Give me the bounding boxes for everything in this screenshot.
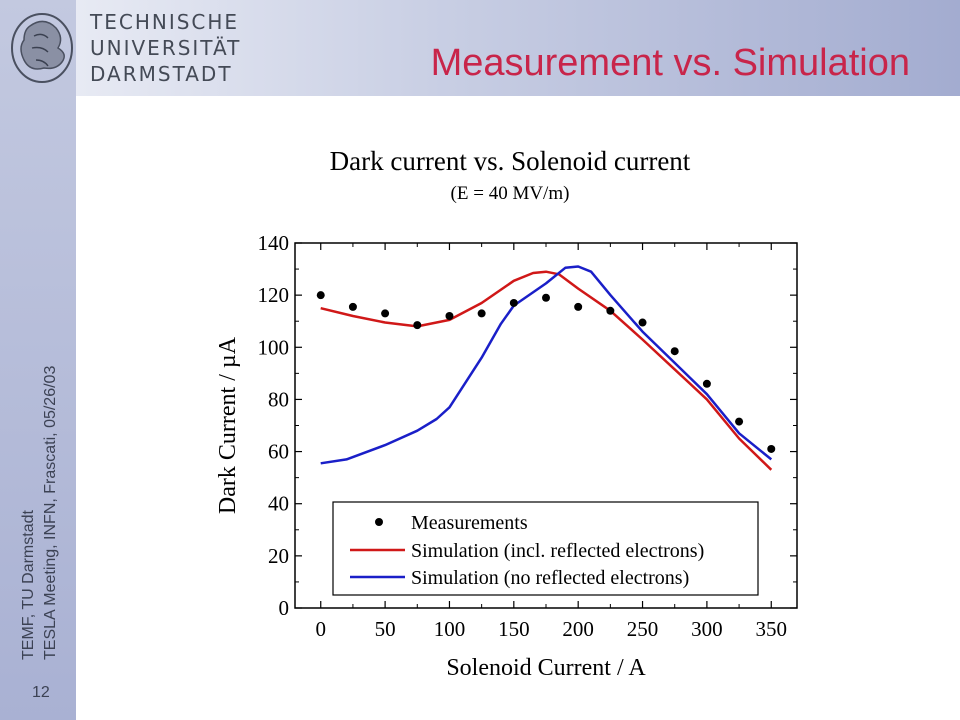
university-name-line-2: UNIVERSITÄT xyxy=(90,36,242,60)
chart-title: Dark current vs. Solenoid current xyxy=(329,146,691,176)
legend-label: Simulation (no reflected electrons) xyxy=(411,567,689,589)
series-line-1 xyxy=(320,270,773,471)
x-tick-label: 0 xyxy=(315,617,326,641)
university-name-line-1: TECHNISCHE xyxy=(90,10,240,34)
y-tick-label: 0 xyxy=(279,596,290,620)
x-tick-label: 250 xyxy=(627,617,659,641)
sidebar-band xyxy=(0,0,76,720)
series-line-2 xyxy=(320,265,773,465)
y-tick-label: 120 xyxy=(258,283,290,307)
measurement-point xyxy=(638,318,647,327)
x-tick-label: 100 xyxy=(434,617,466,641)
measurement-point xyxy=(606,306,615,315)
x-tick-label: 350 xyxy=(756,617,788,641)
measurement-point xyxy=(509,298,518,307)
measurement-point xyxy=(670,347,679,356)
y-tick-label: 60 xyxy=(268,440,289,464)
legend-label: Simulation (incl. reflected electrons) xyxy=(411,540,704,562)
y-tick-label: 80 xyxy=(268,387,289,411)
x-tick-label: 50 xyxy=(375,617,396,641)
legend-marker-measurements xyxy=(375,518,383,526)
y-tick-label: 40 xyxy=(268,492,289,516)
y-tick-label: 100 xyxy=(258,335,290,359)
x-tick-label: 150 xyxy=(498,617,530,641)
measurement-point xyxy=(413,321,422,330)
slide-title: Measurement vs. Simulation xyxy=(430,42,910,84)
measurement-point xyxy=(767,444,776,453)
header-band xyxy=(0,0,960,96)
y-tick-label: 20 xyxy=(268,544,289,568)
university-seal-icon xyxy=(11,13,73,83)
measurement-point xyxy=(542,293,550,302)
x-tick-label: 300 xyxy=(691,617,723,641)
legend-label: Measurements xyxy=(411,512,528,534)
x-tick-label: 200 xyxy=(562,617,594,641)
chart-subtitle: (E = 40 MV/m) xyxy=(450,183,570,204)
y-axis-label: Dark Current / µA xyxy=(215,336,241,514)
y-tick-label: 140 xyxy=(258,231,290,255)
legend-box xyxy=(332,501,759,596)
measurement-point xyxy=(702,379,711,388)
measurement-point xyxy=(348,302,357,311)
measurement-point xyxy=(316,291,325,300)
page-number: 12 xyxy=(32,684,50,701)
measurement-point xyxy=(445,312,454,320)
measurement-point xyxy=(735,417,744,426)
university-name-line-3: DARMSTADT xyxy=(90,62,233,86)
measurement-point xyxy=(381,309,390,318)
measurement-point xyxy=(477,309,486,318)
x-axis-label: Solenoid Current / A xyxy=(446,655,646,681)
measurement-point xyxy=(574,302,583,311)
